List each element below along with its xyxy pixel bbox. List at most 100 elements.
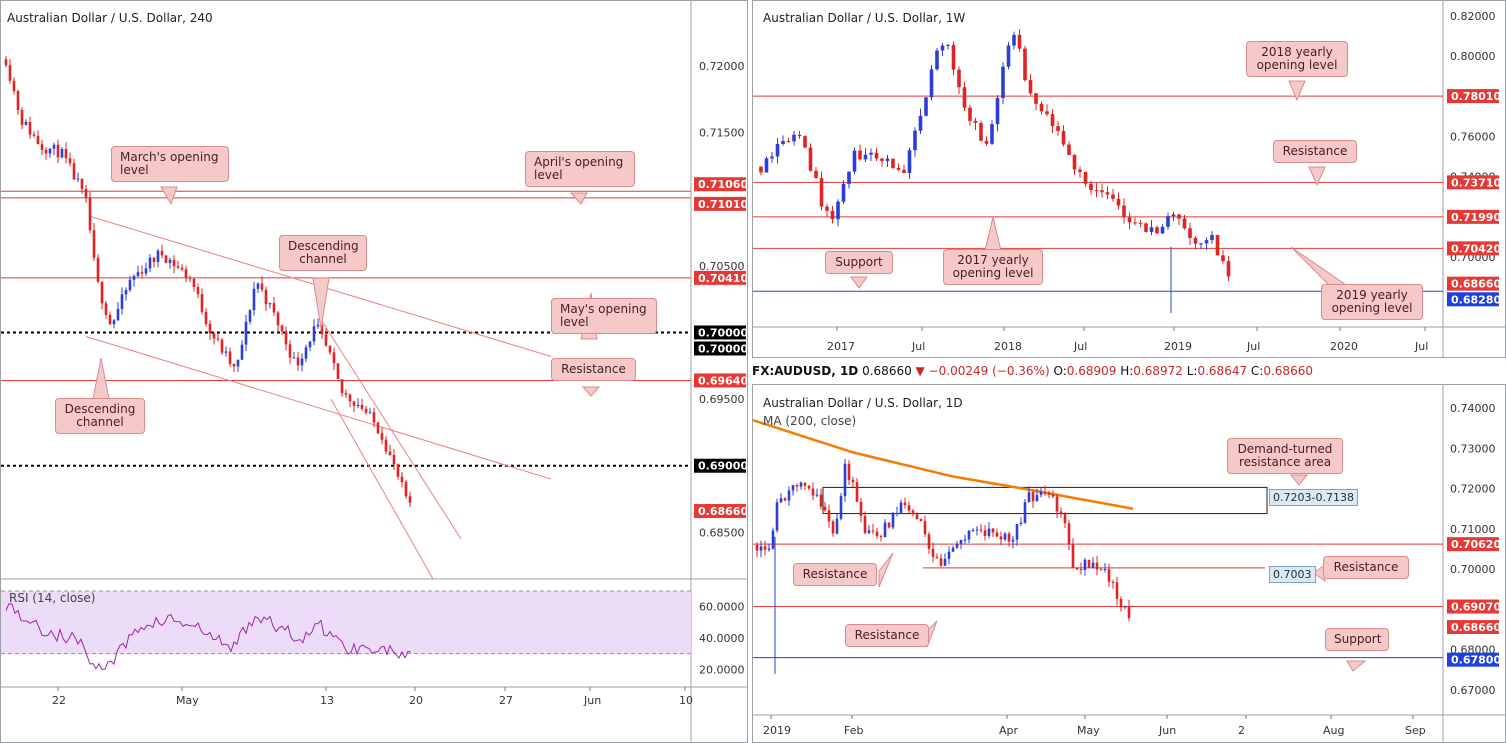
candle-body xyxy=(204,311,208,324)
candle-body xyxy=(1100,190,1104,193)
candle-body xyxy=(172,259,176,267)
candle-body xyxy=(332,352,336,364)
candle-body xyxy=(1019,522,1023,525)
y-tick-label: 0.67000 xyxy=(1450,684,1496,697)
candle-body xyxy=(1039,103,1044,112)
symbol-name: FX:AUDUSD, 1D xyxy=(752,364,859,378)
candle-body xyxy=(1017,34,1022,49)
candle-body xyxy=(759,546,763,551)
last-price: 0.68660 xyxy=(862,364,912,378)
candle-body xyxy=(959,540,963,544)
candle-body xyxy=(940,45,945,51)
price-tag xyxy=(694,504,746,519)
candle-body xyxy=(404,482,408,497)
chart-1w-panel[interactable]: 0.820000.800000.760000.740000.700000.780… xyxy=(752,0,1506,358)
candle-body xyxy=(1043,491,1047,493)
callout-2019-yearly-opening: 2019 yearly opening level xyxy=(1321,284,1423,320)
candle-body xyxy=(792,134,796,142)
chart-4h-panel[interactable]: 0.72000 0.71500 0.70500 0.69500 0.68500 0.710… xyxy=(0,0,748,743)
callout-pointer xyxy=(581,386,601,397)
candle-body xyxy=(28,122,32,135)
x-tick-label: 10 xyxy=(679,694,693,707)
candle-body xyxy=(1107,569,1111,582)
price-tag-text: 0.70420 xyxy=(1451,242,1501,255)
rsi-band xyxy=(1,591,691,654)
candle-body xyxy=(807,485,811,489)
rsi-line xyxy=(5,603,412,671)
callout-support-1w: Support xyxy=(825,251,893,274)
candle-body xyxy=(1083,171,1088,184)
candle-body xyxy=(1079,569,1083,571)
candle-body xyxy=(188,277,192,279)
price-tag-text: 0.70410 xyxy=(698,272,747,285)
chart-4h-title: Australian Dollar / U.S. Dollar, 240 xyxy=(7,11,213,25)
candle-body xyxy=(841,183,846,202)
candle-body xyxy=(874,152,879,159)
callout-pointer xyxy=(569,192,588,205)
price-tag xyxy=(1447,652,1499,667)
price-tag xyxy=(1447,537,1499,552)
chart-1d-panel[interactable]: 0.74000 0.73000 0.72000 0.71000 0.70000 0.680… xyxy=(752,384,1506,743)
x-tick-label: 22 xyxy=(52,694,66,707)
candle-body xyxy=(869,152,873,155)
candle-body xyxy=(140,272,144,274)
candle-body xyxy=(1078,169,1082,172)
candle-body xyxy=(264,289,268,305)
candle-body xyxy=(1144,223,1148,232)
x-tick-label: 2017 xyxy=(827,340,855,353)
y-tick-label: 0.70500 xyxy=(699,260,745,273)
chart-1w-canvas[interactable]: 0.820000.800000.760000.740000.700000.780… xyxy=(753,1,1505,357)
candle-body xyxy=(280,325,284,332)
candle-body xyxy=(1012,34,1016,46)
price-tag xyxy=(1447,175,1499,190)
candle-body xyxy=(1027,492,1031,503)
candle-body xyxy=(340,379,344,394)
y-tick-label: 0.80000 xyxy=(1450,50,1496,63)
candle-body xyxy=(999,536,1003,540)
x-tick-label: Jun xyxy=(583,694,601,707)
callout-pointer xyxy=(984,216,1002,252)
chart-1d-canvas[interactable]: 0.740000.730000.720000.710000.700000.680… xyxy=(753,385,1505,742)
candle-body xyxy=(1007,533,1011,542)
candle-body xyxy=(879,536,883,538)
callout-march-opening: March's opening level xyxy=(111,146,229,182)
candle-body xyxy=(228,351,232,364)
candle-body xyxy=(112,320,116,325)
candle-body xyxy=(1087,559,1091,568)
candle-body xyxy=(1171,214,1176,217)
candle-body xyxy=(192,278,196,288)
candle-body xyxy=(843,463,847,497)
candle-body xyxy=(883,522,887,538)
channel-line-lower xyxy=(85,335,552,480)
candle-body xyxy=(835,518,839,534)
price-tag-text: 0.68660 xyxy=(1451,621,1501,634)
rsi-tick-label: 40.0000 xyxy=(699,632,745,645)
candle-body xyxy=(248,310,252,322)
chart-4h-canvas[interactable]: 0.72000 0.71500 0.70500 0.69500 0.68500 0.710… xyxy=(1,1,747,742)
candle-body xyxy=(1138,222,1143,224)
candle-body xyxy=(939,558,943,566)
candle-body xyxy=(1127,606,1131,619)
candle-body xyxy=(935,556,939,559)
candle-body xyxy=(256,283,260,289)
y-tick-label: 0.72000 xyxy=(699,60,745,73)
candle-body xyxy=(156,250,160,262)
candle-body xyxy=(808,147,813,171)
candle-body xyxy=(984,140,989,144)
candle-body xyxy=(1210,234,1214,241)
candle-body xyxy=(1089,183,1093,191)
price-change: −0.00249 (−0.36%) xyxy=(928,364,1050,378)
candle-body xyxy=(244,321,248,345)
callout-pointer xyxy=(878,552,894,588)
candle-body xyxy=(863,515,867,533)
candle-body xyxy=(368,412,372,414)
candle-body xyxy=(164,255,168,263)
callout-pointer xyxy=(92,357,110,400)
candle-body xyxy=(44,149,48,154)
candle-body xyxy=(272,303,276,313)
candle-body xyxy=(400,476,404,483)
price-tag xyxy=(1447,620,1499,635)
candle-body xyxy=(1204,240,1209,244)
candle-body xyxy=(1122,205,1126,218)
candle-body xyxy=(907,150,912,174)
